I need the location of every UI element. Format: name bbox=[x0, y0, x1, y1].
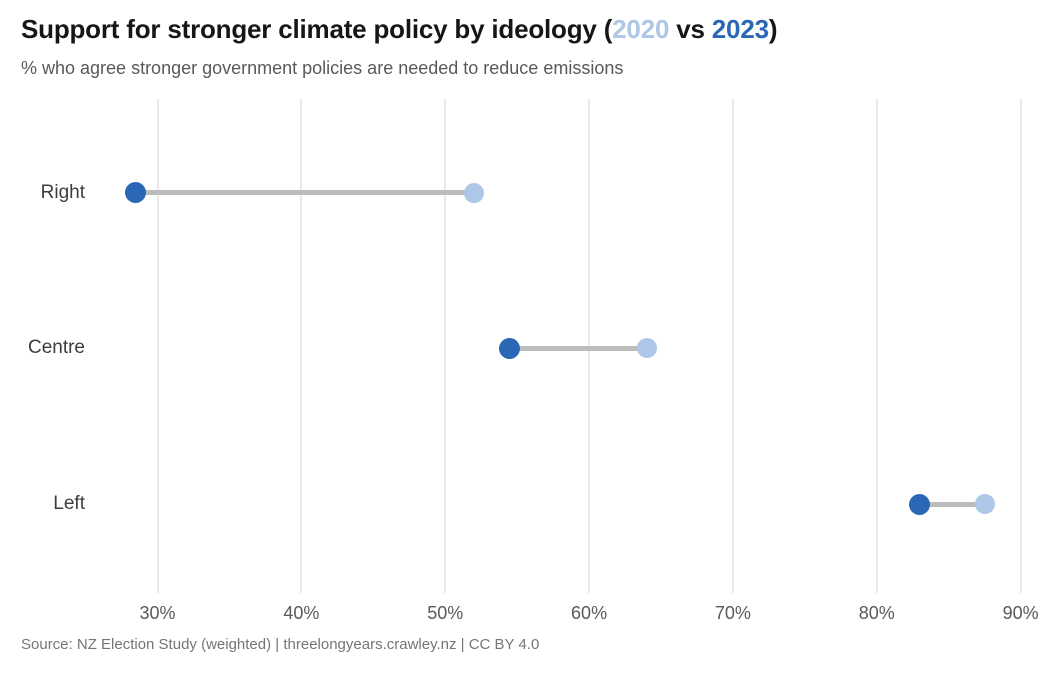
x-tick-label-50: 50% bbox=[427, 603, 464, 623]
category-label-centre: Centre bbox=[27, 337, 85, 359]
source-caption: Source: NZ Election Study (weighted) | t… bbox=[21, 636, 540, 653]
x-tick-label-40: 40% bbox=[283, 603, 320, 623]
gridline-30 bbox=[156, 99, 159, 593]
title-prefix: Support for stronger climate policy by i… bbox=[21, 14, 613, 44]
gridline-80 bbox=[875, 99, 878, 593]
dumbbell-connector-left bbox=[919, 501, 985, 507]
dumbbell-connector-centre bbox=[509, 345, 647, 351]
gridline-90 bbox=[1019, 99, 1022, 593]
dot-2023-left bbox=[909, 493, 931, 515]
gridline-70 bbox=[731, 99, 734, 593]
title-year-2023: 2023 bbox=[711, 14, 769, 44]
chart-subtitle: % who agree stronger government policies… bbox=[21, 58, 624, 78]
category-label-left: Left bbox=[53, 493, 85, 515]
gridline-50 bbox=[444, 99, 447, 593]
x-tick-label-80: 80% bbox=[858, 603, 895, 623]
x-tick-label-60: 60% bbox=[571, 603, 608, 623]
dumbbell-connector-right bbox=[135, 190, 474, 196]
x-tick-label-30: 30% bbox=[139, 603, 176, 623]
dot-2023-centre bbox=[499, 337, 521, 359]
category-label-right: Right bbox=[40, 181, 85, 203]
title-year-2020: 2020 bbox=[612, 14, 670, 44]
title-suffix: ) bbox=[768, 14, 778, 44]
dot-2020-left bbox=[974, 494, 995, 515]
title-separator: vs bbox=[669, 14, 712, 44]
gridline-40 bbox=[300, 99, 303, 593]
plot-area: 30% 40% 50% 60% 70% 80% 90% Right Centre Left bbox=[28, 99, 1039, 623]
dot-2020-right bbox=[464, 182, 484, 203]
x-tick-label-90: 90% bbox=[1002, 603, 1039, 623]
dot-2023-right bbox=[125, 182, 147, 204]
x-tick-label-70: 70% bbox=[714, 603, 751, 623]
dot-2020-centre bbox=[636, 338, 657, 359]
chart-title: Support for stronger climate policy by i… bbox=[21, 14, 778, 45]
